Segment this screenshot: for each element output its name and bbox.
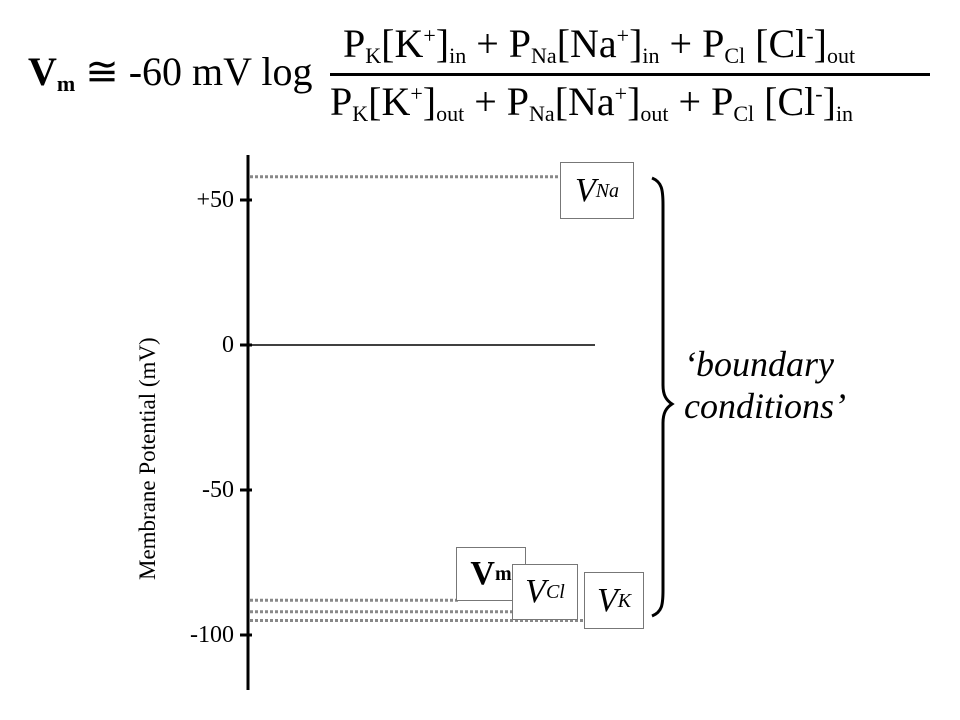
eq-text: + P bbox=[659, 21, 725, 66]
eq-text: ] bbox=[813, 21, 827, 66]
equation-denominator: PK[K+]out + PNa[Na+]out + PCl [Cl-]in bbox=[330, 82, 853, 125]
eq-subscript: in bbox=[642, 43, 660, 68]
eq-subscript: out bbox=[640, 101, 669, 126]
equation-lhs: Vm ≅ -60 mV log bbox=[28, 52, 312, 95]
eq-subscript: Na bbox=[529, 101, 555, 126]
eq-text: [Na bbox=[554, 79, 615, 124]
vm-symbol: V bbox=[28, 49, 57, 94]
eq-text: [K bbox=[381, 21, 424, 66]
fraction-bar bbox=[330, 73, 930, 76]
eq-text: ] bbox=[435, 21, 450, 66]
vm-subscript: m bbox=[56, 71, 76, 96]
eq-subscript: Cl bbox=[724, 43, 746, 68]
eq-subscript: Na bbox=[531, 43, 557, 68]
v-cl-label: V Cl bbox=[512, 564, 578, 620]
eq-subscript: in bbox=[835, 101, 854, 126]
y-axis-ticks bbox=[240, 198, 252, 637]
eq-text: + P bbox=[464, 79, 530, 124]
eq-text: ] bbox=[822, 79, 836, 124]
y-tick-label: -100 bbox=[190, 622, 234, 648]
eq-subscript: K bbox=[352, 101, 369, 126]
boundary-line-2: conditions’ bbox=[684, 386, 846, 427]
eq-superscript: + bbox=[616, 23, 630, 48]
eq-text: + P bbox=[668, 79, 734, 124]
approx-sign: ≅ bbox=[85, 49, 119, 94]
boundary-brace bbox=[651, 176, 675, 618]
y-tick-label: 0 bbox=[222, 332, 234, 358]
eq-text: ] bbox=[629, 21, 643, 66]
eq-text: [Cl bbox=[745, 21, 807, 66]
v-na-label: V Na bbox=[560, 162, 634, 219]
eq-text: + P bbox=[466, 21, 532, 66]
equation-prefix: -60 mV log bbox=[128, 49, 313, 94]
eq-superscript: + bbox=[614, 81, 628, 106]
eq-subscript: Cl bbox=[733, 101, 755, 126]
eq-superscript: - bbox=[815, 81, 823, 106]
eq-superscript: - bbox=[806, 23, 814, 48]
y-tick-label: +50 bbox=[196, 187, 234, 213]
eq-subscript: out bbox=[826, 43, 856, 68]
eq-text: [Cl bbox=[754, 79, 816, 124]
eq-text: P bbox=[343, 21, 366, 66]
eq-text: [K bbox=[368, 79, 411, 124]
boundary-conditions-text: ‘boundary conditions’ bbox=[684, 343, 846, 428]
y-tick-label: -50 bbox=[202, 477, 234, 503]
eq-text: ] bbox=[422, 79, 437, 124]
eq-superscript: + bbox=[410, 81, 423, 106]
eq-subscript: K bbox=[365, 43, 382, 68]
eq-superscript: + bbox=[423, 23, 436, 48]
potential-dotted-lines bbox=[250, 175, 590, 622]
eq-text: ] bbox=[627, 79, 641, 124]
eq-text: [Na bbox=[556, 21, 617, 66]
equation-numerator: PK[K+]in + PNa[Na+]in + PCl [Cl-]out bbox=[343, 24, 855, 67]
eq-subscript: in bbox=[449, 43, 467, 68]
eq-subscript: out bbox=[436, 101, 465, 126]
eq-text: P bbox=[330, 79, 353, 124]
boundary-line-1: ‘boundary bbox=[684, 344, 834, 384]
y-axis-label: Membrane Potential (mV) bbox=[135, 337, 160, 580]
